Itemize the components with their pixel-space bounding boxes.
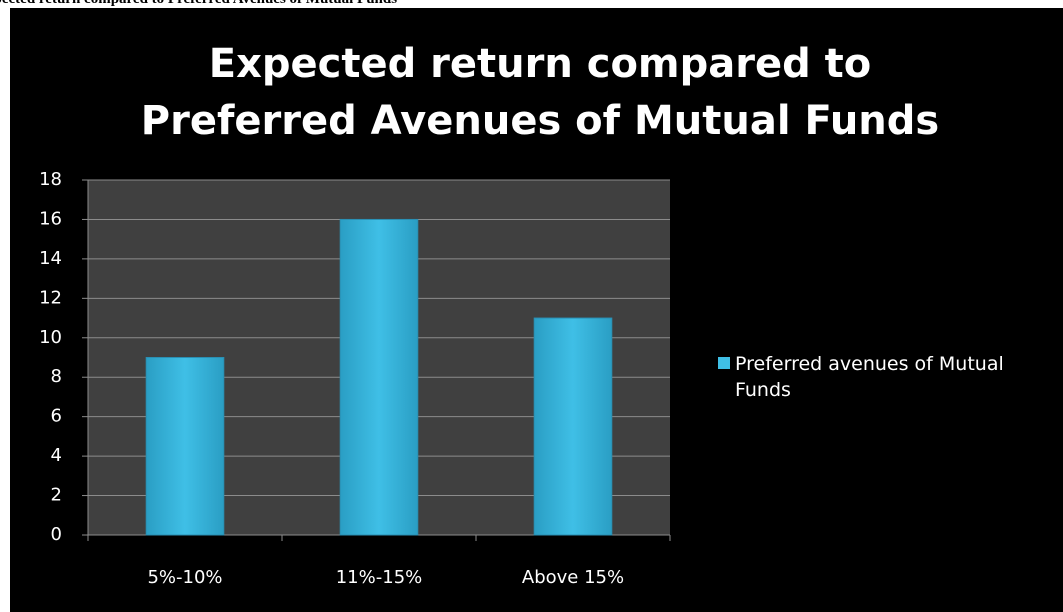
legend-swatch <box>718 357 730 369</box>
y-tick-label: 2 <box>51 485 62 506</box>
legend: Preferred avenues of Mutual Funds <box>718 351 1048 403</box>
legend-entry: Preferred avenues of Mutual Funds <box>718 351 1048 403</box>
y-tick-label: 0 <box>51 524 62 545</box>
x-tick-label: Above 15% <box>522 567 624 588</box>
caption: Expected return compared to Preferred Av… <box>0 0 397 8</box>
legend-label: Preferred avenues of Mutual Funds <box>735 353 1004 401</box>
bar <box>339 218 419 536</box>
y-tick-label: 14 <box>39 248 62 269</box>
chart-title: Expected return compared to Preferred Av… <box>140 41 940 144</box>
y-tick-label: 10 <box>39 327 62 348</box>
x-tick-label: 11%-15% <box>336 567 423 588</box>
y-tick-label: 18 <box>39 169 62 190</box>
y-tick-label: 12 <box>39 287 62 308</box>
bar <box>533 317 613 536</box>
y-tick-label: 16 <box>39 208 62 229</box>
y-tick-label: 6 <box>51 406 62 427</box>
y-tick-label: 8 <box>51 366 62 387</box>
bar <box>145 357 225 536</box>
x-tick-label: 5%-10% <box>147 567 222 588</box>
y-tick-label: 4 <box>51 445 62 466</box>
